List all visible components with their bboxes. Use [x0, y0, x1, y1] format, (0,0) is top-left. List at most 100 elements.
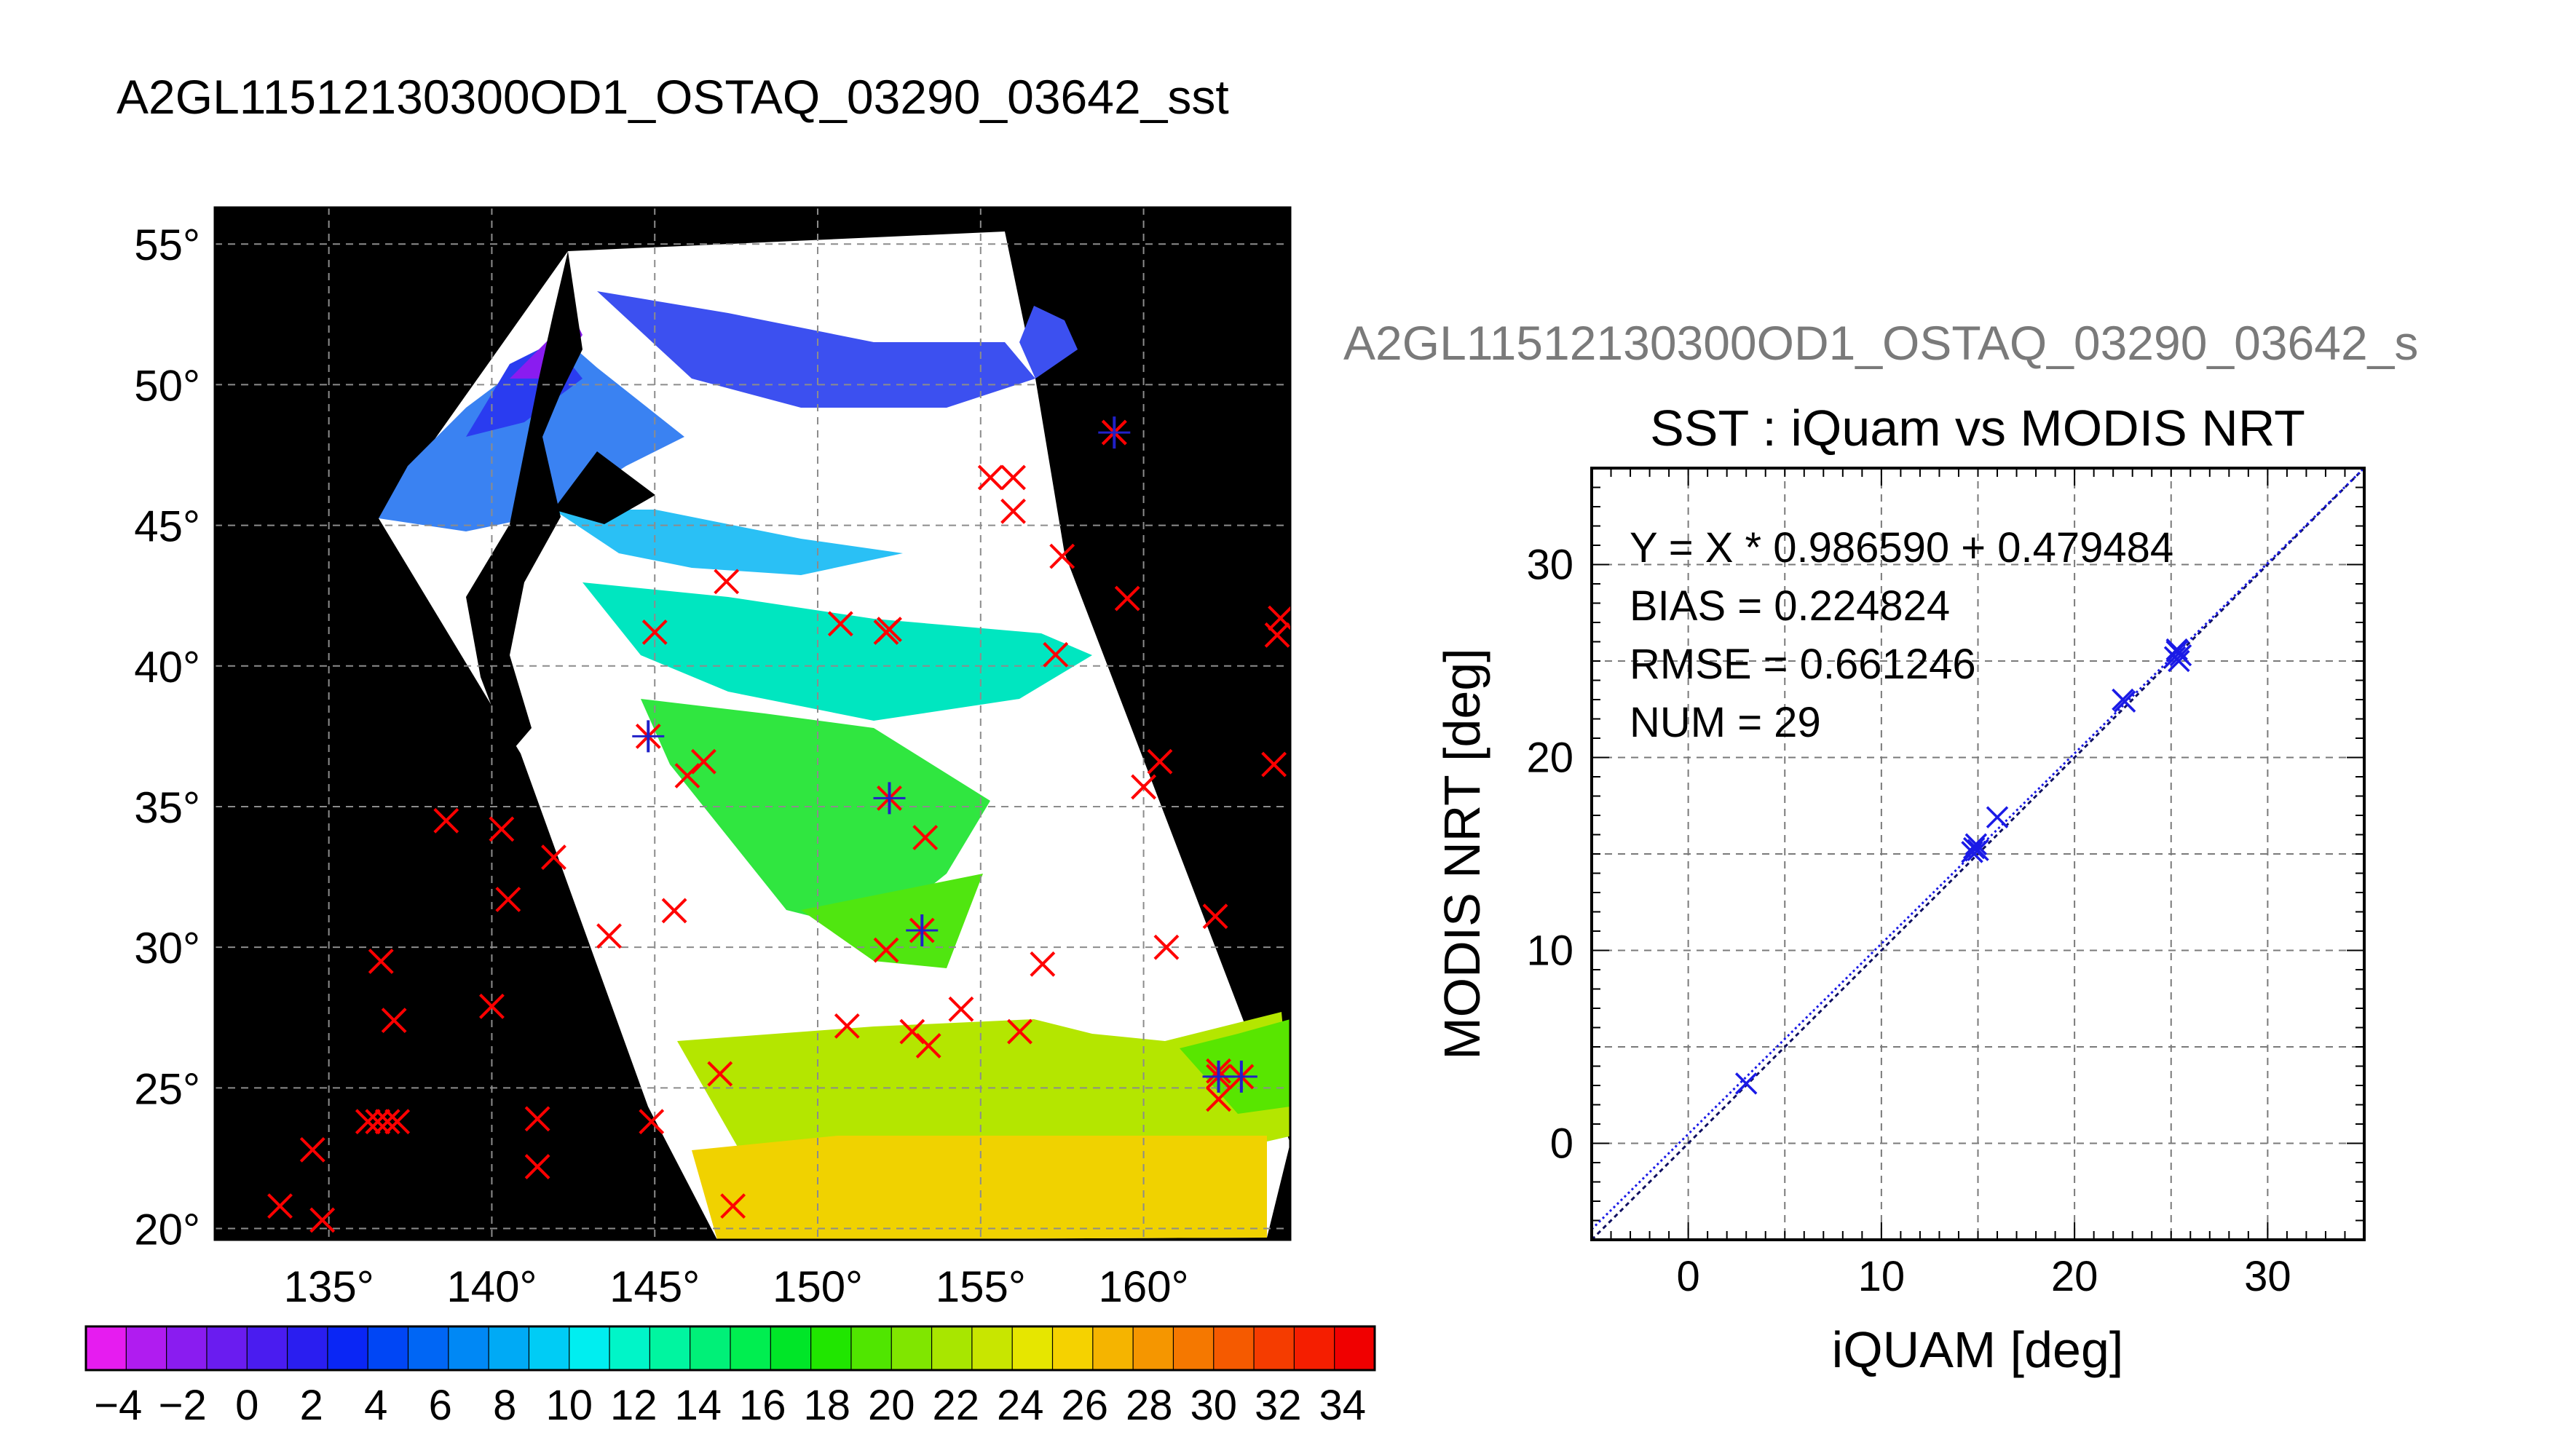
- sst-band-green: [641, 699, 990, 932]
- colorbar-tick-label: 24: [997, 1382, 1044, 1429]
- map-iquam-marker: [674, 763, 700, 788]
- map-iquam-marker: [1147, 748, 1173, 775]
- colorbar-tick-label: 0: [235, 1382, 258, 1429]
- map-lon-ticks: 135° 140° 145° 150° 155° 160°: [284, 1262, 1189, 1311]
- scatter-x-ticks: 0 10 20 30: [1676, 1253, 2291, 1300]
- colorbar-tick-label: 28: [1126, 1382, 1173, 1429]
- scatter-y-tick-label: 20: [1526, 735, 1573, 782]
- scatter-frame: [1590, 467, 2366, 1241]
- colorbar-tick-label: 20: [868, 1382, 915, 1429]
- colorbar: −4 −2 0 2 4 6 8 10 12 14 16 18 20 22 24 26 28 30 32 34: [84, 1325, 1376, 1429]
- map-match-marker: [632, 720, 665, 753]
- map-iquam-marker: [384, 1109, 411, 1135]
- scatter-point: [2165, 638, 2188, 661]
- scatter-y-tick-label: 10: [1526, 927, 1573, 975]
- map-lon-tick-label: 145°: [609, 1262, 700, 1311]
- scatter-annotations: Y = X * 0.986590 + 0.479484 BIAS = 0.2248…: [1630, 524, 2173, 746]
- colorbar-cell: [1133, 1326, 1174, 1370]
- map-iquam-marker: [596, 923, 622, 949]
- scatter-annotation: BIAS = 0.224824: [1630, 582, 1950, 630]
- colorbar-cell: [931, 1326, 973, 1370]
- colorbar-ticks: −4 −2 0 2 4 6 8 10 12 14 16 18 20 22 24 26 28 30 32 34: [94, 1382, 1366, 1429]
- map-lat-tick-label: 40°: [134, 643, 200, 692]
- colorbar-cell: [609, 1326, 650, 1370]
- colorbar-cell: [971, 1326, 1013, 1370]
- colorbar-cell: [1254, 1326, 1295, 1370]
- colorbar-frame: [84, 1325, 1376, 1372]
- map-iquam-marker: [1030, 951, 1056, 977]
- map-iquam-marker: [524, 1154, 550, 1179]
- scatter-plot: SST : iQuam vs MODIS NRT 0 10 20 30 0 10 20 30…: [1434, 400, 2366, 1378]
- scatter-y-label: MODIS NRT [deg]: [1434, 648, 1490, 1059]
- scatter-point: [1961, 841, 1983, 863]
- sst-band-green-southeast: [1180, 1019, 1290, 1114]
- map-lat-tick-label: 20°: [134, 1206, 200, 1254]
- map-match-marker: [1202, 1060, 1235, 1093]
- colorbar-cell: [408, 1326, 449, 1370]
- scatter-point: [2169, 644, 2192, 667]
- map-iquam-marker: [1131, 774, 1157, 800]
- map-iquam-marker: [365, 1109, 391, 1135]
- colorbar-cell: [569, 1326, 610, 1370]
- scatter-y-tick-label: 30: [1526, 542, 1573, 589]
- colorbar-cell: [287, 1326, 328, 1370]
- colorbar-cell: [126, 1326, 167, 1370]
- colorbar-cell: [1052, 1326, 1094, 1370]
- colorbar-cell: [1173, 1326, 1215, 1370]
- map-iquam-marker: [707, 1061, 733, 1087]
- map-iquam-marker: [524, 1106, 550, 1132]
- colorbar-cell: [1012, 1326, 1053, 1370]
- land-sakhalin-honshu: [466, 251, 583, 753]
- scatter-one-to-one-line: [1592, 468, 2364, 1240]
- scatter-x-tick-label: 30: [2244, 1253, 2291, 1300]
- map-iquam-marker: [1202, 903, 1228, 930]
- sst-band-teal: [583, 582, 1092, 721]
- map-iquam-marker: [1049, 543, 1075, 569]
- colorbar-tick-label: 6: [429, 1382, 452, 1429]
- map-iquam-marker: [641, 620, 668, 645]
- colorbar-tick-label: 10: [545, 1382, 593, 1429]
- colorbar-tick-label: 30: [1190, 1382, 1237, 1429]
- colorbar-cell: [1334, 1326, 1375, 1370]
- scatter-points: [1734, 638, 2192, 1095]
- map-grid: [215, 207, 1290, 1240]
- figure-title: A2GL11512130300OD1_OSTAQ_03290_03642_sst: [117, 70, 1229, 124]
- scatter-point: [1964, 833, 1988, 855]
- colorbar-tick-label: 2: [300, 1382, 323, 1429]
- colorbar-cell: [1092, 1326, 1134, 1370]
- colorbar-tick-label: 16: [739, 1382, 786, 1429]
- map-iquam-marker: [720, 1193, 746, 1219]
- map-iquam-marker: [495, 887, 521, 912]
- map-lon-tick-label: 140°: [446, 1262, 537, 1311]
- colorbar-tick-label: −4: [94, 1382, 142, 1429]
- colorbar-cell: [1213, 1326, 1255, 1370]
- swath: [379, 232, 1290, 1240]
- map-lat-tick-label: 45°: [134, 502, 200, 551]
- map-iquam-marker: [355, 1109, 381, 1135]
- sst-band-yellow: [692, 1136, 1267, 1240]
- colorbar-cell: [649, 1326, 691, 1370]
- map-iquam-marker: [1000, 464, 1026, 491]
- map-iquam-marker: [899, 1018, 925, 1045]
- map-markers: [267, 416, 1290, 1233]
- scatter-point: [1734, 1072, 1758, 1095]
- scatter-y-ticks: 0 10 20 30: [1526, 542, 1573, 1168]
- colorbar-cell: [770, 1326, 812, 1370]
- scatter-point: [1986, 806, 2009, 828]
- map-lat-tick-label: 30°: [134, 924, 200, 973]
- colorbar-cell: [86, 1326, 127, 1370]
- map-iquam-marker: [374, 1109, 400, 1135]
- map-lon-tick-label: 155°: [936, 1262, 1026, 1311]
- colorbar-cell: [891, 1326, 933, 1370]
- map-match-marker: [906, 914, 939, 946]
- colorbar-cell: [247, 1326, 288, 1370]
- colorbar-cell: [690, 1326, 731, 1370]
- scatter-x-tick-label: 10: [1858, 1253, 1906, 1300]
- map-iquam-marker: [915, 1032, 941, 1059]
- map-lat-tick-label: 35°: [134, 783, 200, 832]
- colorbar-cell: [166, 1326, 208, 1370]
- map-lat-ticks: 55° 50° 45° 40° 35° 30° 25° 20°: [134, 221, 200, 1254]
- map-iquam-marker: [299, 1136, 325, 1163]
- colorbar-tick-label: 12: [610, 1382, 657, 1429]
- map-match-marker: [1098, 416, 1131, 449]
